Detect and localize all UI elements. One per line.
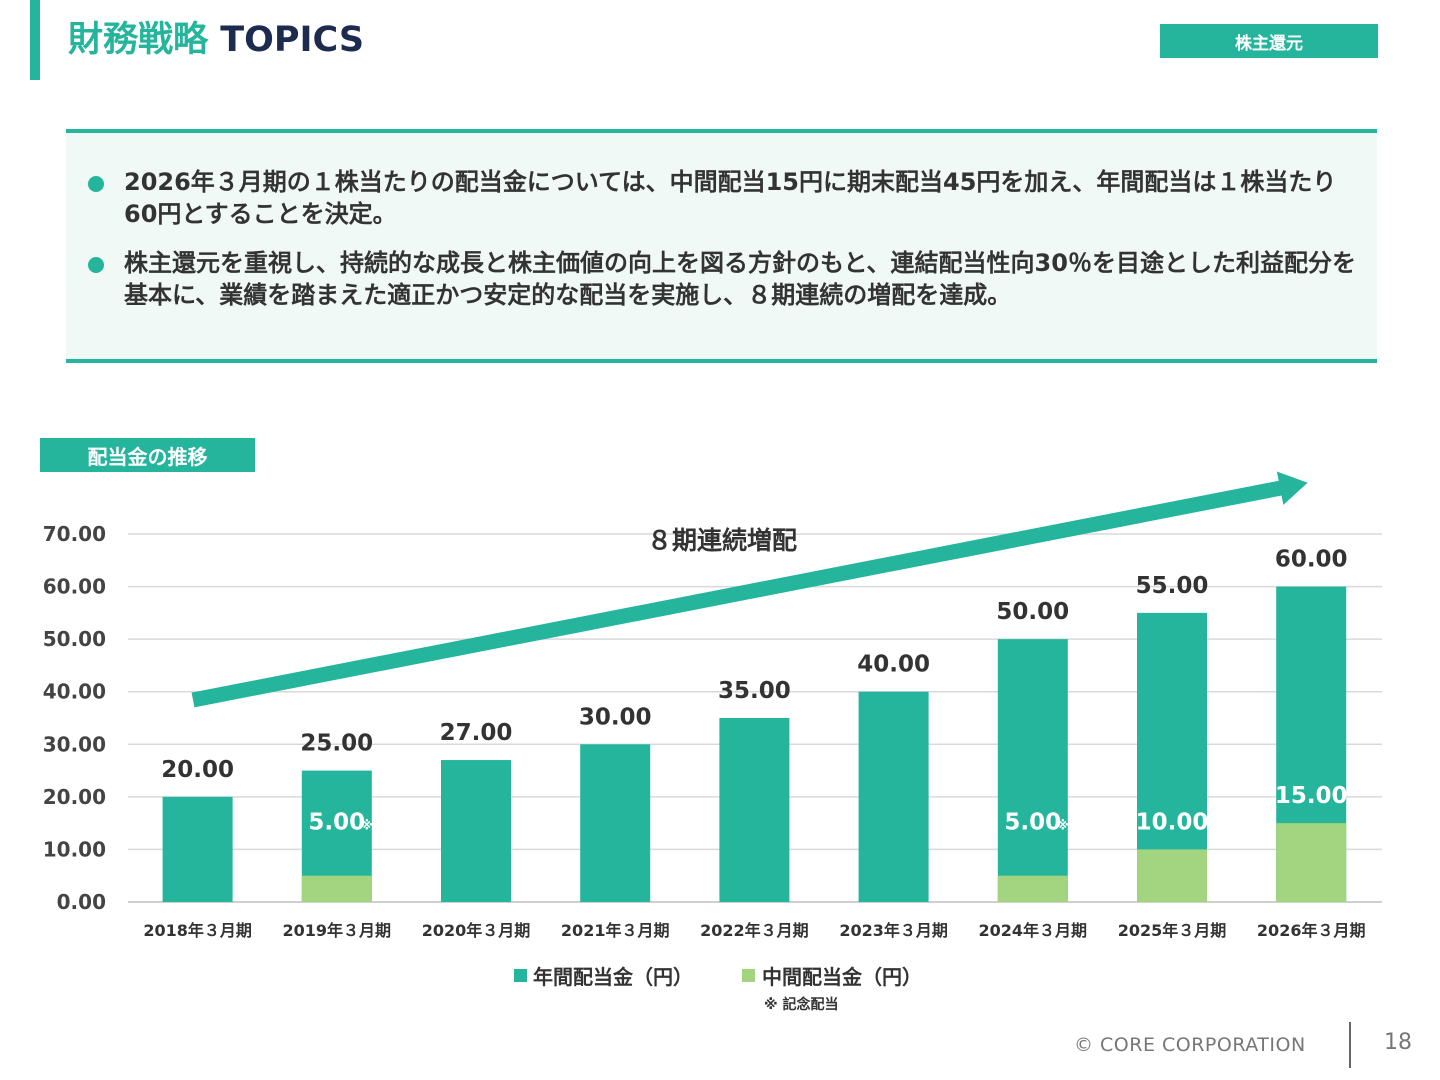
trend-arrow-head [1276,471,1308,505]
dividend-chart: 20.0025.005.00※27.0030.0035.0040.0050.00… [43,471,1382,989]
commemorative-mark: ※ [361,818,373,832]
y-tick-label: 60.00 [43,575,106,599]
x-tick-label: 2020年３月期 [422,921,531,940]
x-tick-label: 2024年３月期 [979,921,1088,940]
bullet-icon [88,257,104,273]
commemorative-note: ※ 記念配当 [764,997,839,1013]
legend-layer: 年間配当金（円） 中間配当金（円） [514,965,922,989]
title-accent-bar [30,0,40,80]
y-tick-label: 20.00 [43,785,106,809]
bar-annual [162,796,233,902]
topics-box: 2026年３月期の１株当たりの配当金については、中間配当15円に期末配当45円を… [66,129,1377,363]
topic-item-1: 2026年３月期の１株当たりの配当金については、中間配当15円に期末配当45円を… [88,166,1364,230]
data-label-annual: 25.00 [300,731,373,757]
bar-annual [997,639,1068,902]
section-tag: 株主還元 [1160,24,1378,58]
data-label-annual: 30.00 [579,704,652,730]
data-label-annual: 35.00 [718,678,791,704]
y-tick-label: 30.00 [43,732,106,756]
bullet-icon [88,176,104,192]
x-tick-label: 2019年３月期 [283,921,392,940]
bar-interim [1137,849,1207,902]
x-tick-label: 2026年３月期 [1257,921,1366,940]
labels-layer: 20.0025.005.00※27.0030.0035.0040.0050.00… [161,547,1347,836]
x-tick-label: 2022年３月期 [700,921,809,940]
trend-arrow-shaft [191,479,1288,708]
trend-annotation: ８期連続増配 [647,526,797,555]
chart-tag: 配当金の推移 [40,438,255,472]
footer-divider [1349,1022,1351,1068]
data-label-annual: 60.00 [1275,547,1348,573]
y-tick-label: 0.00 [57,890,106,914]
topic-text-2: 株主還元を重視し、持続的な成長と株主価値の向上を図る方針のもと、連結配当性向30… [124,249,1356,309]
page-title-en: TOPICS [220,20,365,60]
data-label-interim: 15.00 [1275,783,1348,809]
data-label-annual: 50.00 [996,599,1069,625]
page-title-jp: 財務戦略 [68,20,209,60]
data-label-annual: 27.00 [440,720,513,746]
y-tick-label: 50.00 [43,627,106,651]
y-tick-label: 40.00 [43,680,106,704]
data-label-annual: 55.00 [1136,573,1209,599]
bars-layer [162,586,1347,902]
data-label-interim: 5.00 [1004,809,1061,835]
bar-interim [997,875,1068,902]
bar-annual [580,744,651,902]
data-label-annual: 20.00 [161,757,234,783]
data-label-interim: 5.00 [308,809,365,835]
legend-swatch-annual [514,969,527,982]
x-tick-label: 2023年３月期 [839,921,948,940]
bar-interim [301,875,372,902]
page-title: 財務戦略 TOPICS [68,16,364,64]
x-tick-label: 2021年３月期 [561,921,670,940]
topic-item-2: 株主還元を重視し、持続的な成長と株主価値の向上を図る方針のもと、連結配当性向30… [88,247,1364,311]
copyright: © CORE CORPORATION [1074,1034,1306,1056]
topic-text-1: 2026年３月期の１株当たりの配当金については、中間配当15円に期末配当45円を… [124,168,1337,228]
legend-label-annual: 年間配当金（円） [533,965,693,989]
legend-swatch-interim [742,969,755,982]
x-tick-label: 2025年３月期 [1118,921,1227,940]
y-tick-label: 10.00 [43,837,106,861]
page-number: 18 [1384,1030,1412,1055]
data-label-annual: 40.00 [857,652,930,678]
legend-label-interim: 中間配当金（円） [762,965,922,989]
y-tick-label: 70.00 [43,522,106,546]
axis-layer: 0.00 10.00 20.00 30.00 40.00 50.00 60.00 70.00 2… [43,522,1366,940]
bar-annual [858,691,929,902]
bar-annual [441,760,511,902]
bar-annual [719,718,790,902]
commemorative-mark: ※ [1057,818,1069,832]
bar-interim [1276,823,1347,902]
trend-arrow-layer: ８期連続増配 [191,471,1308,708]
x-tick-label: 2018年３月期 [143,921,252,940]
data-label-interim: 10.00 [1136,809,1209,835]
